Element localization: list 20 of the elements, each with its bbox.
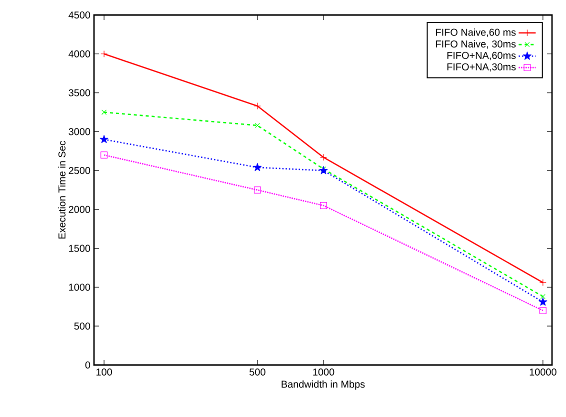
legend-label: FIFO+NA,30ms	[447, 63, 516, 72]
y-tick-label: 4000	[68, 50, 90, 58]
y-tick-label: 1000	[69, 284, 90, 291]
legend-label: FIFO Naive, 30ms	[436, 40, 516, 49]
y-tick-label: 0	[85, 361, 90, 369]
y-axis-title: Execution Time in Sec	[58, 140, 66, 239]
y-tick-label: 1500	[69, 244, 90, 252]
x-tick-label: 10000	[530, 368, 556, 376]
y-tick-label: 3500	[68, 89, 90, 96]
y-tick-label: 2000	[68, 206, 90, 213]
x-axis-title: Bandwidth in Mbps	[282, 380, 365, 390]
x-tick-label: 1000	[313, 368, 334, 376]
y-tick-label: 500	[74, 322, 90, 330]
y-tick-label: 4500	[68, 11, 90, 19]
x-tick-label: 100	[96, 368, 112, 376]
y-tick-label: 3000	[68, 128, 90, 136]
x-tick-label: 500	[250, 368, 266, 376]
y-tick-label: 2500	[68, 167, 90, 174]
legend-label: FIFO+NA,60ms	[447, 52, 516, 60]
legend-label: FIFO Naive,60 ms	[436, 28, 516, 37]
